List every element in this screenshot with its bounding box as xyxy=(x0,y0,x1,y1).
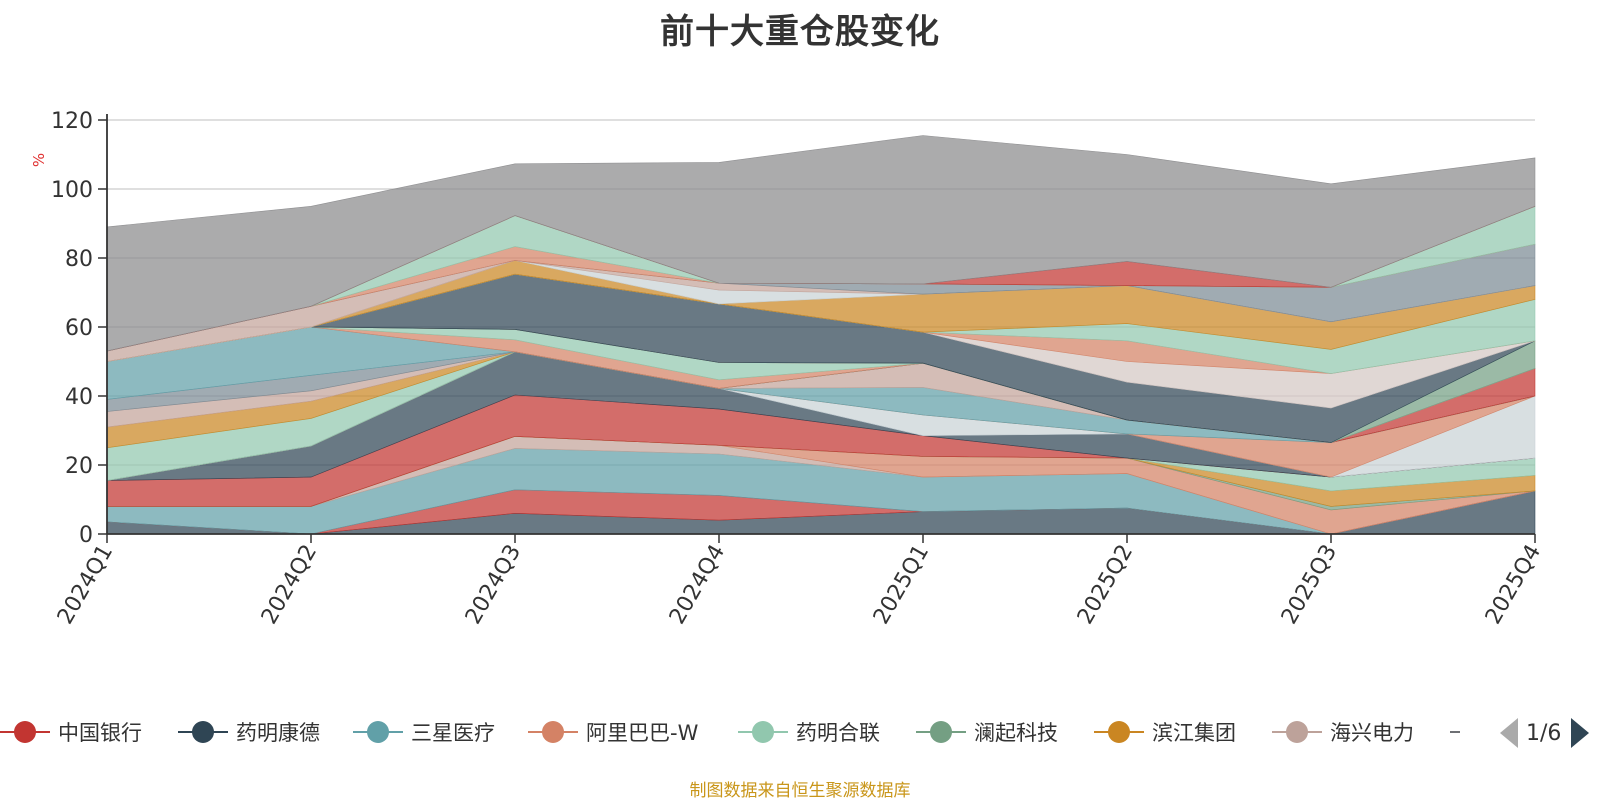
legend-item[interactable]: 药明合联 xyxy=(738,712,880,752)
legend-next-page-icon[interactable] xyxy=(1571,718,1590,748)
legend-item[interactable]: 中国银行 xyxy=(0,712,142,752)
legend-marker-icon xyxy=(0,719,50,745)
legend-page-indicator: 1/6 xyxy=(1526,720,1562,746)
legend-label: 滨江集团 xyxy=(1152,721,1236,745)
legend-item[interactable] xyxy=(1450,712,1460,752)
x-tick-label: 2024Q1 xyxy=(53,541,118,629)
legend-item[interactable]: 海兴电力 xyxy=(1272,712,1414,752)
legend-label: 中国银行 xyxy=(58,721,142,745)
area-series-layer xyxy=(106,135,1536,535)
legend-marker-icon xyxy=(1094,719,1144,745)
legend-item[interactable]: 三星医疗 xyxy=(353,712,495,752)
legend-marker-icon xyxy=(1272,719,1322,745)
y-tick-label: 120 xyxy=(51,109,93,134)
chart-title: 前十大重仓股变化 xyxy=(660,12,940,52)
legend-item[interactable]: 药明康德 xyxy=(178,712,320,752)
x-tick-label: 2024Q3 xyxy=(461,541,526,629)
legend-label: 阿里巴巴-W xyxy=(586,721,699,745)
legend-marker-icon xyxy=(1450,719,1460,745)
area-series-35[interactable] xyxy=(106,135,1536,352)
legend-label: 药明合联 xyxy=(796,721,880,745)
legend-item[interactable]: 滨江集团 xyxy=(1094,712,1236,752)
legend-prev-page-icon[interactable] xyxy=(1500,718,1518,748)
legend-marker-icon xyxy=(178,719,228,745)
x-tick-label: 2025Q2 xyxy=(1073,541,1138,629)
legend-label: 药明康德 xyxy=(236,721,320,745)
legend-pager: 1/6 xyxy=(1500,716,1590,750)
legend-label: 海兴电力 xyxy=(1330,721,1414,745)
x-tick-label: 2025Q1 xyxy=(869,541,934,629)
y-tick-label: 60 xyxy=(65,316,93,341)
legend-label: 三星医疗 xyxy=(411,721,495,745)
source-note: 制图数据来自恒生聚源数据库 xyxy=(689,781,911,801)
y-tick-label: 100 xyxy=(51,178,93,203)
legend-marker-icon xyxy=(738,719,788,745)
y-tick-label: 80 xyxy=(65,247,93,272)
chart-legend: 中国银行 药明康德 三星医疗 阿里巴巴-W 药明合联 澜起科技 滨江集团 海兴电力 xyxy=(0,712,1460,752)
x-tick-label: 2025Q4 xyxy=(1481,541,1546,629)
legend-label: 澜起科技 xyxy=(974,721,1058,745)
legend-marker-icon xyxy=(353,719,403,745)
y-tick-label: 0 xyxy=(79,523,93,548)
y-tick-label: 40 xyxy=(65,385,93,410)
y-axis-label: % xyxy=(30,153,48,167)
y-tick-label: 20 xyxy=(65,454,93,479)
legend-marker-icon xyxy=(528,719,578,745)
x-tick-label: 2024Q4 xyxy=(665,541,730,629)
legend-item[interactable]: 阿里巴巴-W xyxy=(528,712,698,752)
legend-marker-icon xyxy=(916,719,966,745)
x-tick-label: 2025Q3 xyxy=(1277,541,1342,629)
x-tick-label: 2024Q2 xyxy=(257,541,322,629)
legend-item[interactable]: 澜起科技 xyxy=(916,712,1058,752)
